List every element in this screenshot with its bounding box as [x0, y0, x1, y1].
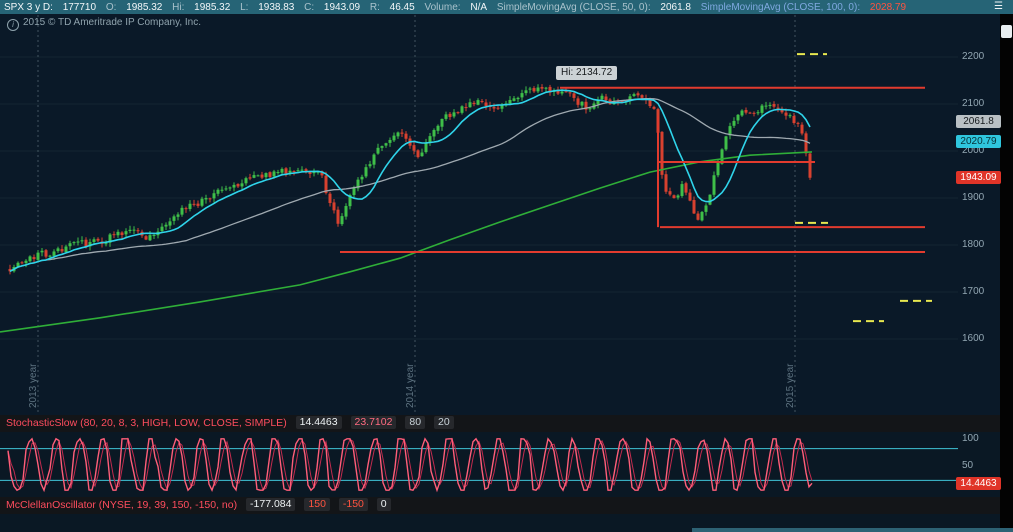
sma100-label[interactable]: SimpleMovingAvg (CLOSE, 100, 0):	[700, 2, 861, 13]
price-axis-label: 1800	[962, 239, 985, 250]
menu-icon[interactable]: ☰	[994, 1, 1003, 12]
volume-value: N/A	[470, 2, 488, 13]
stochastic-oversold-value: 20	[434, 416, 454, 429]
copyright-notice: i 2015 © TD Ameritrade IP Company, Inc.	[7, 17, 201, 31]
year-marker-label: 2015 year	[785, 363, 796, 408]
high-value: 1985.32	[194, 2, 231, 13]
info-icon: i	[7, 19, 19, 31]
low-label: L:	[240, 2, 249, 13]
high-price-callout: Hi: 2134.72	[556, 65, 618, 80]
close-label: C:	[304, 2, 315, 13]
stochastic-overbought-value: 80	[405, 416, 426, 429]
stochastic-plot-area[interactable]	[0, 432, 1000, 497]
mcclellan-upper-value: 150	[304, 498, 330, 511]
mcclellan-plot-area[interactable]	[0, 514, 1000, 532]
stochastic-value-bubble: 14.4463	[956, 476, 1001, 490]
stochastic-k-value: 14.4463	[295, 416, 342, 429]
session-value: 177710	[62, 2, 97, 13]
copyright-text: 2015 © TD Ameritrade IP Company, Inc.	[23, 17, 202, 28]
stochastic-study-label[interactable]: StochasticSlow (80, 20, 8, 3, HIGH, LOW,…	[6, 417, 287, 429]
low-value: 1938.83	[258, 2, 295, 13]
stochastic-axis-label: 50	[962, 459, 974, 471]
sma50-value: 2061.8	[660, 2, 691, 13]
price-axis-label: 1900	[962, 192, 985, 203]
mcclellan-study-header: McClellanOscillator (NYSE, 19, 39, 150, …	[0, 497, 1000, 514]
price-axis-bubble: 1943.09	[956, 171, 1001, 185]
price-axis-label: 2100	[962, 98, 985, 109]
price-axis-label: 2200	[962, 51, 985, 62]
sma50-label[interactable]: SimpleMovingAvg (CLOSE, 50, 0):	[496, 2, 651, 13]
symbol-timeframe-label: SPX 3 y D:	[4, 2, 53, 13]
range-label: R:	[369, 2, 380, 13]
sidebar-expand-button[interactable]	[1001, 25, 1012, 38]
mcclellan-zero-value: 0	[376, 498, 391, 511]
price-axis-bubble: 2020.79	[956, 134, 1001, 148]
price-axis-label: 1700	[962, 286, 985, 297]
open-value: 1985.32	[126, 2, 163, 13]
year-marker-label: 2013 year	[28, 363, 39, 408]
stochastic-study-header: StochasticSlow (80, 20, 8, 3, HIGH, LOW,…	[0, 415, 1000, 432]
mcclellan-study-label[interactable]: McClellanOscillator (NYSE, 19, 39, 150, …	[6, 499, 238, 511]
right-sidebar-rail[interactable]	[1000, 14, 1013, 532]
price-axis-bubble: 2061.8	[956, 115, 1001, 129]
stochastic-axis-label: 100	[962, 433, 979, 444]
range-value: 46.45	[389, 2, 415, 13]
stochastic-d-value: 23.7102	[350, 416, 397, 429]
year-marker-label: 2014 year	[405, 363, 416, 408]
close-value: 1943.09	[323, 2, 361, 13]
price-chart-area[interactable]	[0, 14, 1000, 415]
price-axis-label: 2000	[962, 145, 985, 156]
chart-header-bar: SPX 3 y D: 177710 O: 1985.32 Hi: 1985.32…	[0, 0, 1013, 14]
high-label: Hi:	[172, 2, 185, 13]
price-axis-label: 1600	[962, 333, 985, 344]
open-label: O:	[105, 2, 117, 13]
sma100-value: 2028.79	[869, 2, 907, 13]
horizontal-scrollbar[interactable]	[692, 528, 1013, 532]
volume-label: Volume:	[424, 2, 461, 13]
mcclellan-value: -177.084	[246, 498, 296, 511]
mcclellan-lower-value: -150	[338, 498, 368, 511]
